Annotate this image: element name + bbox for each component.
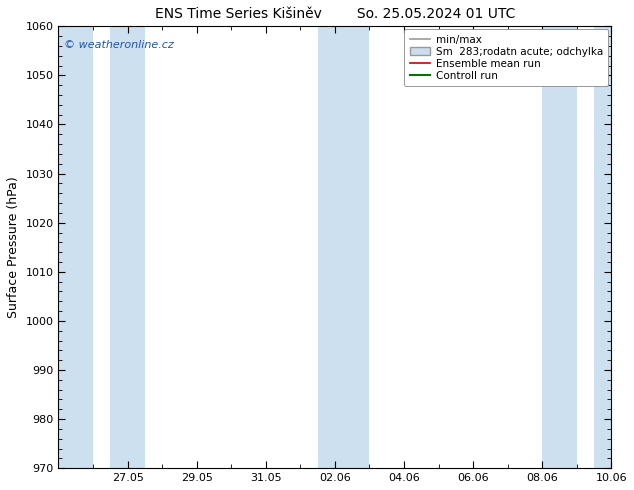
Bar — [58, 26, 93, 468]
Bar — [318, 26, 352, 468]
Bar — [110, 26, 145, 468]
Text: © weatheronline.cz: © weatheronline.cz — [64, 40, 174, 49]
Bar — [352, 26, 370, 468]
Title: ENS Time Series Kišiněv        So. 25.05.2024 01 UTC: ENS Time Series Kišiněv So. 25.05.2024 0… — [155, 7, 515, 21]
Y-axis label: Surface Pressure (hPa): Surface Pressure (hPa) — [7, 176, 20, 318]
Bar — [542, 26, 577, 468]
Bar — [594, 26, 611, 468]
Legend: min/max, Sm  283;rodatn acute; odchylka, Ensemble mean run, Controll run: min/max, Sm 283;rodatn acute; odchylka, … — [404, 29, 608, 86]
